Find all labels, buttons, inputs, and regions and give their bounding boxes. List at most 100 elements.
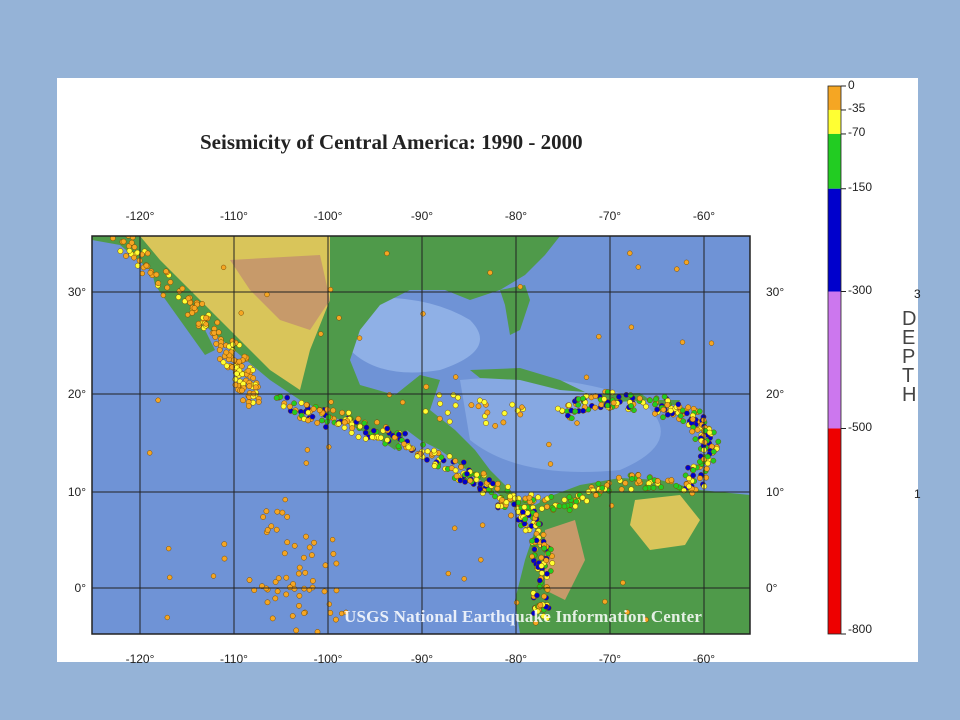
earthquake-point: [620, 580, 626, 586]
earthquake-point: [446, 453, 453, 460]
earthquake-point: [464, 471, 470, 477]
lat-tick-label-right: 10°: [766, 485, 784, 499]
earthquake-point: [374, 419, 380, 426]
earthquake-point: [675, 401, 682, 408]
earthquake-point: [529, 553, 535, 560]
lat-tick-label-right: 0°: [766, 581, 778, 595]
earthquake-point: [163, 268, 169, 275]
earthquake-point: [302, 569, 309, 576]
earthquake-point: [295, 570, 302, 577]
earthquake-point: [164, 614, 170, 621]
earthquake-point: [384, 437, 391, 443]
earthquake-point: [281, 550, 288, 557]
earthquake-point: [221, 555, 228, 562]
earthquake-point: [547, 461, 554, 467]
earthquake-point: [314, 420, 321, 426]
earthquake-point: [355, 415, 362, 422]
lon-tick-label-bottom: -60°: [693, 652, 715, 666]
earthquake-point: [301, 610, 307, 616]
earthquake-point: [475, 403, 482, 410]
earthquake-point: [643, 403, 649, 410]
earthquake-point: [715, 438, 722, 445]
earthquake-point: [211, 330, 217, 336]
earthquake-point: [255, 399, 262, 405]
lon-tick-label-bottom: -100°: [314, 652, 343, 666]
lat-tick-label-left: 20°: [68, 387, 86, 401]
earthquake-point: [446, 418, 453, 425]
earthquake-point: [628, 486, 635, 493]
earthquake-point: [370, 427, 377, 434]
earthquake-point: [561, 503, 568, 510]
earthquake-point: [660, 414, 666, 421]
earthquake-point: [538, 563, 545, 569]
earthquake-point: [690, 472, 697, 479]
earthquake-point: [185, 312, 191, 318]
earthquake-point: [214, 319, 221, 326]
earthquake-point: [284, 514, 291, 520]
earthquake-point: [264, 599, 271, 606]
earthquake-point: [696, 458, 703, 465]
earthquake-point: [701, 439, 708, 446]
earthquake-point: [179, 285, 186, 292]
earthquake-point: [592, 393, 599, 399]
earthquake-point: [309, 552, 315, 558]
depth-band: [828, 188, 841, 292]
axis-ticks: -120° -120° -110° -110° -100° -100° -90° -90° -8…: [68, 209, 785, 666]
earthquake-point: [652, 401, 658, 408]
earthquake-point: [627, 392, 634, 398]
earthquake-point: [534, 592, 540, 599]
earthquake-point: [579, 494, 586, 501]
earthquake-point: [147, 269, 154, 276]
earthquake-point: [495, 503, 501, 509]
earthquake-point: [259, 583, 265, 589]
earthquake-point: [660, 406, 667, 413]
earthquake-point: [461, 576, 467, 582]
earthquake-point: [548, 546, 554, 553]
earthquake-point: [540, 531, 547, 538]
earthquake-point: [246, 383, 253, 389]
earthquake-point: [325, 414, 332, 421]
earthquake-point: [473, 476, 480, 483]
earthquake-point: [333, 616, 339, 623]
depth-band: [828, 133, 841, 189]
earthquake-point: [239, 387, 245, 394]
lon-tick-label-top: -80°: [505, 209, 527, 223]
lon-tick-label-top: -70°: [599, 209, 621, 223]
earthquake-point: [704, 453, 711, 460]
depth-legend-label: 0: [848, 78, 855, 92]
map-credit: USGS National Earthquake Information Cen…: [344, 607, 703, 626]
earthquake-point: [533, 512, 539, 518]
earthquake-point: [191, 305, 198, 311]
earthquake-point: [274, 588, 281, 595]
central-america: [395, 395, 545, 515]
earthquake-point: [468, 402, 475, 408]
depth-legend-bar: [827, 85, 846, 635]
earthquake-point: [264, 291, 270, 298]
depth-letter: E: [902, 327, 916, 349]
earthquake-point: [696, 408, 703, 415]
earthquake-point: [629, 475, 635, 482]
earthquake-point: [324, 406, 331, 413]
earthquake-point: [273, 526, 280, 533]
earthquake-point: [664, 411, 671, 418]
earthquake-point: [460, 459, 467, 466]
earthquake-point: [616, 474, 622, 481]
earthquake-point: [535, 494, 541, 501]
earthquake-point: [507, 493, 513, 500]
earthquake-point: [343, 609, 349, 615]
earthquake-point: [263, 508, 270, 515]
earthquake-point: [329, 536, 336, 543]
earthquake-point: [593, 492, 599, 499]
earthquake-point: [710, 448, 717, 455]
earthquake-point: [203, 315, 209, 321]
earthquake-point: [153, 271, 160, 278]
earthquake-point: [236, 358, 243, 365]
earthquake-point: [486, 477, 493, 483]
earthquake-point: [431, 463, 438, 469]
earthquake-point: [238, 310, 244, 316]
earthquake-point: [561, 497, 568, 503]
earthquake-point: [508, 512, 514, 519]
earthquake-point: [602, 599, 608, 605]
earthquake-point: [203, 321, 209, 327]
earthquake-point: [444, 409, 451, 416]
